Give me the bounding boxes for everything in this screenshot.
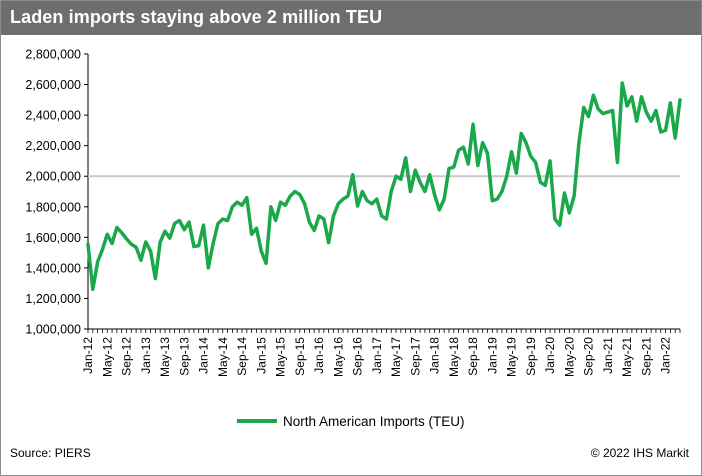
legend-label: North American Imports (TEU) (283, 414, 465, 429)
x-tick-label: Jan-13 (139, 337, 153, 374)
x-tick-label: May-13 (158, 337, 172, 377)
series-line-north-american-imports (86, 81, 682, 292)
chart-title: Laden imports staying above 2 million TE… (10, 7, 383, 27)
y-tick-label: 2,800,000 (25, 48, 81, 62)
x-tick-label: May-20 (562, 337, 576, 377)
x-tick-label: May-21 (620, 337, 634, 377)
x-tick-label: Jan-16 (312, 337, 326, 374)
x-tick-label: Sep-13 (177, 337, 191, 376)
x-tick-label: May-15 (274, 337, 288, 377)
x-tick-label: Sep-12 (120, 337, 134, 376)
x-tick-label: May-18 (447, 337, 461, 377)
x-tick-label: Jan-12 (81, 337, 95, 374)
series-layer (86, 81, 682, 292)
x-tick-label: May-19 (505, 337, 519, 377)
y-tick-label: 1,400,000 (25, 261, 81, 275)
x-tick-label: Jan-21 (601, 337, 615, 374)
y-tick-label: 2,400,000 (25, 109, 81, 123)
x-tick-label: Jan-15 (254, 337, 268, 374)
title-bar: Laden imports staying above 2 million TE… (1, 1, 701, 35)
source-note: Source: PIERS (10, 446, 91, 460)
x-tick-label: Sep-18 (466, 337, 480, 376)
x-tick-label: May-17 (389, 337, 403, 377)
legend: North American Imports (TEU) (237, 414, 465, 429)
x-tick-label: May-12 (100, 337, 114, 377)
x-tick-label: Sep-19 (524, 337, 538, 376)
copyright-note: © 2022 IHS Markit (590, 446, 689, 460)
x-tick-label: Jan-19 (485, 337, 499, 374)
y-tick-label: 1,600,000 (25, 231, 81, 245)
y-tick-label: 2,200,000 (25, 139, 81, 153)
y-tick-label: 1,800,000 (25, 200, 81, 214)
x-tick-label: Jan-22 (659, 337, 673, 374)
y-tick-label: 2,600,000 (25, 78, 81, 92)
x-tick-label: May-16 (331, 337, 345, 377)
x-tick-label: Sep-17 (408, 337, 422, 376)
chart-svg: 1,000,000 1,200,000 1,400,000 1,600,000 1,80… (25, 48, 682, 429)
x-tick-label: Sep-15 (293, 337, 307, 376)
x-tick-label: Sep-14 (235, 337, 249, 376)
x-tick-label: Jan-18 (428, 337, 442, 374)
x-tick-label: Sep-16 (351, 337, 365, 376)
x-tick-label: Jan-17 (370, 337, 384, 374)
x-tick-label: Sep-20 (582, 337, 596, 376)
x-tick-label: Jan-14 (197, 337, 211, 374)
x-tick-label: May-14 (216, 337, 230, 377)
axes: 1,000,000 1,200,000 1,400,000 1,600,000 1,80… (25, 48, 681, 377)
y-tick-label: 1,200,000 (25, 292, 81, 306)
y-tick-label: 2,000,000 (25, 170, 81, 184)
x-tick-label: Jan-20 (543, 337, 557, 374)
y-tick-label: 1,000,000 (25, 323, 81, 337)
x-tick-label: Sep-21 (639, 337, 653, 376)
